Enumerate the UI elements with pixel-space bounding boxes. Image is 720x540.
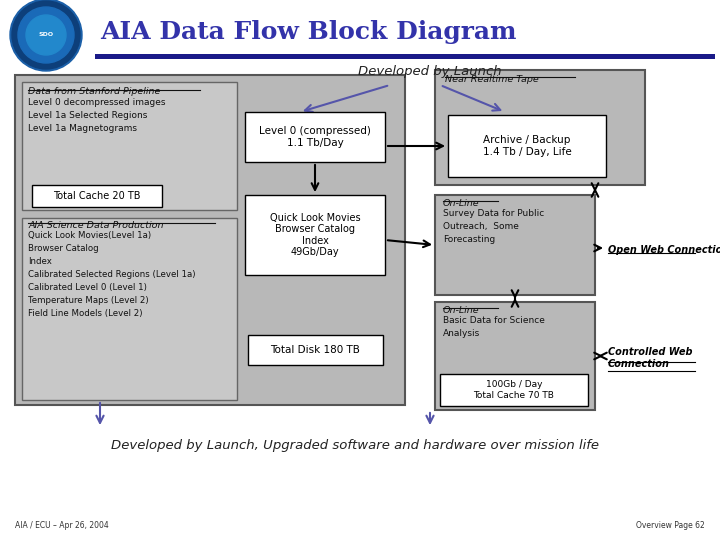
Text: Level 1a Selected Regions: Level 1a Selected Regions bbox=[28, 111, 148, 120]
Text: Total Disk 180 TB: Total Disk 180 TB bbox=[270, 345, 360, 355]
Text: On-Line: On-Line bbox=[443, 306, 480, 315]
Text: Basic Data for Science: Basic Data for Science bbox=[443, 316, 545, 325]
Text: Archive / Backup
1.4 Tb / Day, Life: Archive / Backup 1.4 Tb / Day, Life bbox=[482, 135, 572, 157]
Text: Temperature Maps (Level 2): Temperature Maps (Level 2) bbox=[28, 296, 148, 305]
Bar bbox=[245, 112, 385, 162]
Text: Forecasting: Forecasting bbox=[443, 235, 495, 244]
Text: Outreach,  Some: Outreach, Some bbox=[443, 222, 519, 231]
Bar bbox=[15, 75, 405, 405]
Text: Level 0 decompressed images: Level 0 decompressed images bbox=[28, 98, 166, 107]
Bar bbox=[32, 185, 162, 207]
Bar bbox=[435, 195, 595, 295]
Text: Field Line Models (Level 2): Field Line Models (Level 2) bbox=[28, 309, 143, 318]
Text: Browser Catalog: Browser Catalog bbox=[28, 244, 99, 253]
Text: Data from Stanford Pipeline: Data from Stanford Pipeline bbox=[28, 87, 161, 96]
Text: Quick Look Movies
Browser Catalog
Index
49Gb/Day: Quick Look Movies Browser Catalog Index … bbox=[270, 213, 360, 258]
Text: Calibrated Selected Regions (Level 1a): Calibrated Selected Regions (Level 1a) bbox=[28, 270, 196, 279]
Text: SDO: SDO bbox=[38, 32, 53, 37]
Text: AIA Science Data Production: AIA Science Data Production bbox=[28, 221, 163, 230]
Text: 100Gb / Day
Total Cache 70 TB: 100Gb / Day Total Cache 70 TB bbox=[474, 380, 554, 400]
Text: Calibrated Level 0 (Level 1): Calibrated Level 0 (Level 1) bbox=[28, 283, 147, 292]
Bar bbox=[22, 82, 237, 210]
Circle shape bbox=[12, 1, 80, 69]
Text: AIA / ECU – Apr 26, 2004: AIA / ECU – Apr 26, 2004 bbox=[15, 521, 109, 530]
Text: Index: Index bbox=[28, 257, 52, 266]
Text: Total Cache 20 TB: Total Cache 20 TB bbox=[53, 191, 140, 201]
Circle shape bbox=[10, 0, 82, 71]
Text: Controlled Web
Connection: Controlled Web Connection bbox=[608, 347, 693, 369]
Text: Quick Look Movies(Level 1a): Quick Look Movies(Level 1a) bbox=[28, 231, 151, 240]
Bar bbox=[245, 195, 385, 275]
Bar bbox=[435, 70, 645, 185]
Bar bbox=[435, 302, 595, 410]
Bar bbox=[440, 374, 588, 406]
Circle shape bbox=[26, 15, 66, 55]
Text: Developed by Launch: Developed by Launch bbox=[358, 65, 502, 78]
Bar bbox=[22, 218, 237, 400]
Text: AIA Data Flow Block Diagram: AIA Data Flow Block Diagram bbox=[100, 20, 516, 44]
Text: Level 0 (compressed)
1.1 Tb/Day: Level 0 (compressed) 1.1 Tb/Day bbox=[259, 126, 371, 148]
Text: Near Realtime Tape: Near Realtime Tape bbox=[445, 75, 539, 84]
Bar bbox=[248, 335, 383, 365]
Text: Analysis: Analysis bbox=[443, 329, 480, 338]
Bar bbox=[448, 115, 606, 177]
Text: Open Web Connection: Open Web Connection bbox=[608, 245, 720, 255]
Text: Overview Page 62: Overview Page 62 bbox=[636, 521, 705, 530]
Text: Level 1a Magnetograms: Level 1a Magnetograms bbox=[28, 124, 137, 133]
Text: Developed by Launch, Upgraded software and hardware over mission life: Developed by Launch, Upgraded software a… bbox=[111, 438, 599, 451]
Text: Survey Data for Public: Survey Data for Public bbox=[443, 209, 544, 218]
Circle shape bbox=[18, 7, 74, 63]
Text: On-Line: On-Line bbox=[443, 199, 480, 208]
Bar bbox=[95, 54, 715, 59]
